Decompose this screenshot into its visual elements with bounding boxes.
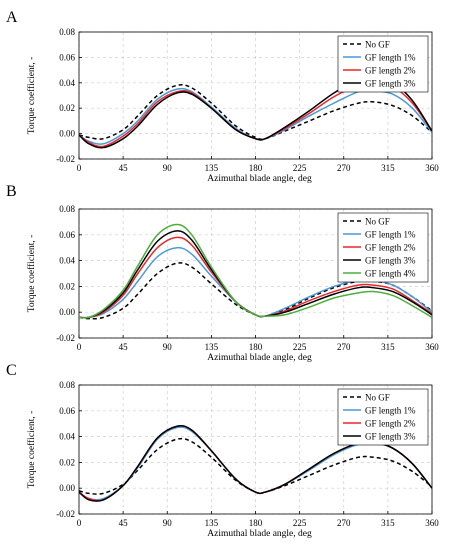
x-tick-label: 90: [163, 518, 173, 528]
y-tick-label: 0.06: [59, 230, 75, 240]
y-tick-label: -0.02: [56, 333, 75, 343]
chart-panel-C: C 0 45 90 135 180 225 270 315 360 -0.02 0.00 0.02 0.0…: [6, 362, 439, 539]
y-tick-label: 0.08: [59, 204, 75, 214]
x-tick-label: 0: [77, 163, 82, 173]
legend-label: GF length 2%: [365, 419, 416, 429]
legend-label: GF length 3%: [365, 432, 416, 442]
x-tick-label: 0: [77, 518, 82, 528]
x-tick-label: 315: [381, 163, 395, 173]
y-tick-label: 0.06: [59, 52, 75, 62]
x-tick-label: 45: [119, 342, 129, 352]
x-tick-label: 90: [163, 163, 173, 173]
legend-label: GF length 1%: [365, 53, 416, 63]
y-tick-label: 0.04: [59, 432, 75, 442]
y-tick-label: 0.04: [59, 256, 75, 266]
x-axis-label: Azimuthal blade angle, deg: [207, 529, 312, 539]
x-tick-label: 315: [381, 342, 395, 352]
y-tick-label: 0.06: [59, 406, 75, 416]
y-tick-label: 0.08: [59, 380, 75, 390]
y-axis-label: Torque coefficient, -: [26, 411, 37, 489]
x-tick-label: 0: [77, 342, 82, 352]
y-axis-label: Torque coefficient, -: [26, 235, 37, 313]
chart-panel-A: A 0 45 90 135 180 225 270 315 360 -0.02 0.00 0.02 0.0…: [6, 9, 439, 184]
x-tick-label: 135: [205, 342, 219, 352]
y-tick-label: -0.02: [56, 509, 75, 519]
x-tick-label: 135: [205, 518, 219, 528]
x-axis-label: Azimuthal blade angle, deg: [207, 353, 312, 363]
y-tick-label: 0.00: [59, 129, 75, 139]
x-axis-label: Azimuthal blade angle, deg: [207, 174, 312, 184]
panel-label: A: [6, 9, 18, 26]
legend-label: GF length 1%: [365, 230, 416, 240]
x-tick-label: 90: [163, 342, 173, 352]
y-tick-label: 0.02: [59, 457, 75, 467]
y-tick-label: 0.00: [59, 483, 75, 493]
y-tick-label: 0.00: [59, 307, 75, 317]
x-tick-label: 45: [119, 518, 129, 528]
x-tick-label: 225: [293, 342, 307, 352]
y-axis-label: Torque coefficient, -: [26, 57, 37, 135]
x-tick-label: 135: [205, 163, 219, 173]
y-tick-label: 0.02: [59, 281, 75, 291]
legend-label: GF length 2%: [365, 66, 416, 76]
x-tick-label: 270: [337, 163, 351, 173]
y-tick-label: 0.04: [59, 78, 75, 88]
legend-label: GF length 2%: [365, 243, 416, 253]
legend-label: No GF: [365, 217, 390, 227]
series-line-1: [79, 84, 432, 141]
x-tick-label: 360: [425, 163, 439, 173]
x-tick-label: 180: [249, 163, 263, 173]
chart-panel-B: B 0 45 90 135 180 225 270 315 360 -0.02 0.00 0.02 0.0…: [6, 183, 439, 363]
x-tick-label: 315: [381, 518, 395, 528]
legend-label: No GF: [365, 393, 390, 403]
legend-label: GF length 4%: [365, 269, 416, 279]
series-line-5: [79, 223, 432, 319]
x-tick-label: 225: [293, 163, 307, 173]
x-tick-label: 180: [249, 518, 263, 528]
legend-label: GF length 3%: [365, 256, 416, 266]
panel-label: C: [6, 362, 17, 379]
panel-label: B: [6, 183, 17, 200]
y-tick-label: 0.02: [59, 103, 75, 113]
x-tick-label: 180: [249, 342, 263, 352]
x-tick-label: 45: [119, 163, 129, 173]
y-tick-label: -0.02: [56, 154, 75, 164]
x-tick-label: 225: [293, 518, 307, 528]
x-tick-label: 360: [425, 342, 439, 352]
legend-label: GF length 1%: [365, 406, 416, 416]
x-tick-label: 270: [337, 518, 351, 528]
legend-label: No GF: [365, 40, 390, 50]
y-tick-label: 0.08: [59, 27, 75, 37]
x-tick-label: 270: [337, 342, 351, 352]
legend-label: GF length 3%: [365, 79, 416, 89]
x-tick-label: 360: [425, 518, 439, 528]
